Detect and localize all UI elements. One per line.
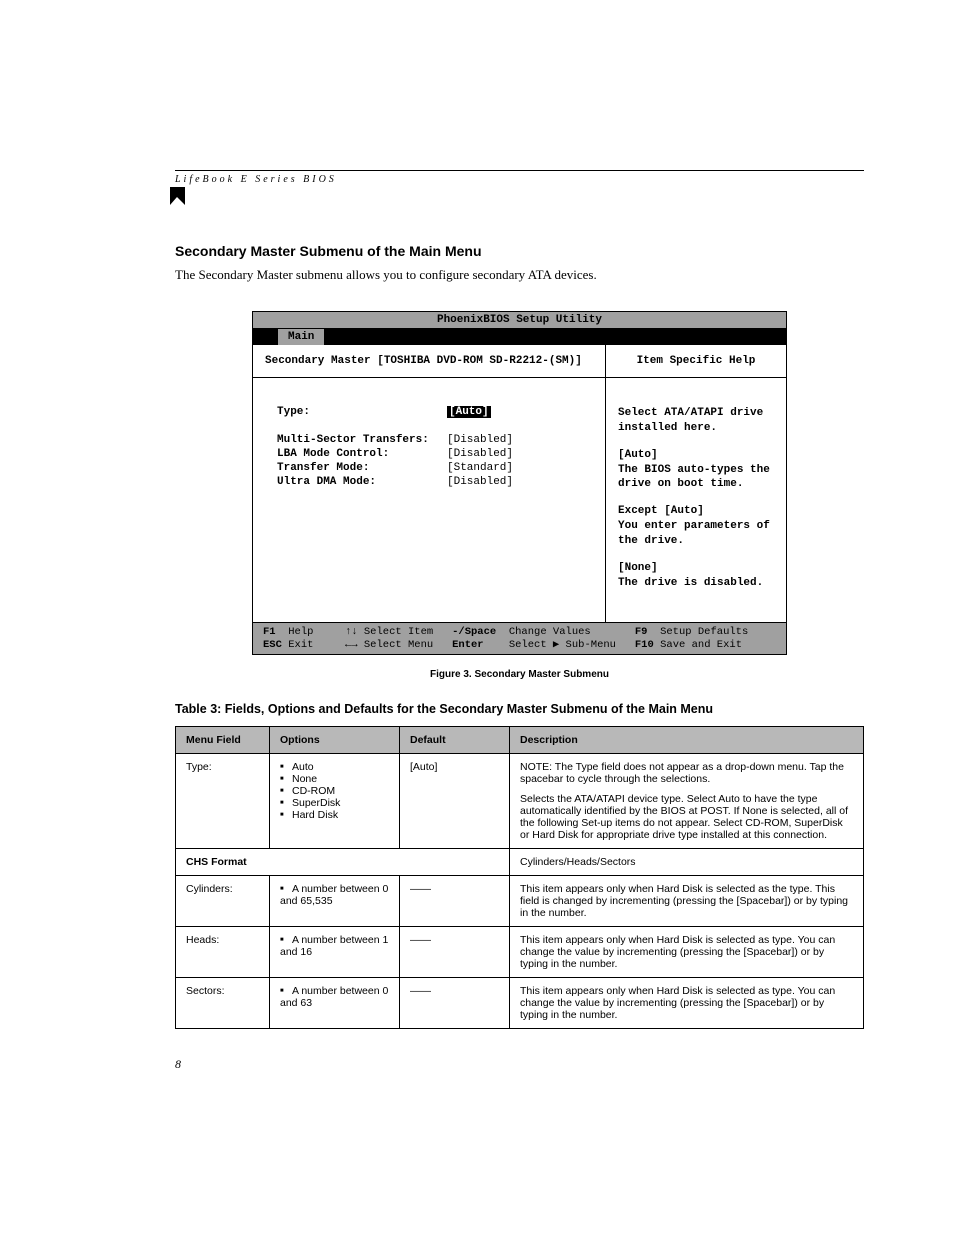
bios-tab-bar: Main: [253, 329, 786, 345]
table-row: Sectors: A number between 0 and 63 —— Th…: [176, 978, 864, 1029]
cell-description: This item appears only when Hard Disk is…: [510, 876, 864, 927]
th-options: Options: [270, 727, 400, 754]
table-title: Table 3: Fields, Options and Defaults fo…: [175, 702, 864, 716]
cell-field: Type:: [176, 754, 270, 849]
cell-chs-desc: Cylinders/Heads/Sectors: [510, 849, 864, 876]
page: LifeBook E Series BIOS Secondary Master …: [0, 0, 954, 1132]
th-description: Description: [510, 727, 864, 754]
table-header-row: Menu Field Options Default Description: [176, 727, 864, 754]
bios-tab-main[interactable]: Main: [277, 329, 325, 345]
running-head: LifeBook E Series BIOS: [175, 174, 864, 185]
figure-caption: Figure 3. Secondary Master Submenu: [175, 669, 864, 680]
table-row: Cylinders: A number between 0 and 65,535…: [176, 876, 864, 927]
bios-field-transfer-label: Transfer Mode:: [277, 462, 447, 474]
bios-left-panel: Secondary Master [TOSHIBA DVD-ROM SD-R22…: [253, 345, 606, 622]
bios-field-multi-value[interactable]: [Disabled]: [447, 434, 513, 446]
bios-field-ultra-value[interactable]: [Disabled]: [447, 476, 513, 488]
bios-help-panel: Item Specific Help Select ATA/ATAPI driv…: [606, 345, 786, 622]
th-default: Default: [400, 727, 510, 754]
bios-help-p4: [None]The drive is disabled.: [618, 561, 774, 591]
page-number: 8: [175, 1057, 864, 1072]
bios-field-lba-value[interactable]: [Disabled]: [447, 448, 513, 460]
section-title: Secondary Master Submenu of the Main Men…: [175, 243, 864, 259]
table-row: Type: Auto None CD-ROM SuperDisk Hard Di…: [176, 754, 864, 849]
cell-default: ——: [400, 978, 510, 1029]
bios-screenshot: PhoenixBIOS Setup Utility Main Secondary…: [252, 311, 787, 655]
bios-subhead-left: Secondary Master [TOSHIBA DVD-ROM SD-R22…: [253, 345, 605, 378]
bios-help-p1: Select ATA/ATAPI drive installed here.: [618, 406, 774, 436]
cell-options: A number between 1 and 16: [270, 927, 400, 978]
cell-description: This item appears only when Hard Disk is…: [510, 978, 864, 1029]
bios-field-type-label: Type:: [277, 406, 447, 418]
cell-chs-label: CHS Format: [176, 849, 510, 876]
cell-options: Auto None CD-ROM SuperDisk Hard Disk: [270, 754, 400, 849]
cell-description: NOTE: The Type field does not appear as …: [510, 754, 864, 849]
bios-field-lba-label: LBA Mode Control:: [277, 448, 447, 460]
table-row-section: CHS Format Cylinders/Heads/Sectors: [176, 849, 864, 876]
bios-field-type-value[interactable]: [Auto]: [447, 406, 491, 418]
bios-field-multi-label: Multi-Sector Transfers:: [277, 434, 447, 446]
bios-help-p2: [Auto]The BIOS auto-types the drive on b…: [618, 448, 774, 493]
bios-footer: F1 Help ↑↓ Select Item -/Space Change Va…: [253, 622, 786, 654]
arrow-marker-icon: [175, 193, 864, 213]
header-rule: [175, 170, 864, 171]
th-menu-field: Menu Field: [176, 727, 270, 754]
bios-subhead-right: Item Specific Help: [606, 345, 786, 378]
cell-description: This item appears only when Hard Disk is…: [510, 927, 864, 978]
cell-default: ——: [400, 876, 510, 927]
cell-options: A number between 0 and 65,535: [270, 876, 400, 927]
bios-field-ultra-label: Ultra DMA Mode:: [277, 476, 447, 488]
bios-help-p3: Except [Auto]You enter parameters of the…: [618, 504, 774, 549]
cell-options: A number between 0 and 63: [270, 978, 400, 1029]
intro-text: The Secondary Master submenu allows you …: [175, 267, 864, 283]
cell-default: [Auto]: [400, 754, 510, 849]
cell-field: Sectors:: [176, 978, 270, 1029]
bios-utility-title: PhoenixBIOS Setup Utility: [253, 312, 786, 329]
cell-default: ——: [400, 927, 510, 978]
cell-field: Heads:: [176, 927, 270, 978]
bios-field-transfer-value[interactable]: [Standard]: [447, 462, 513, 474]
cell-field: Cylinders:: [176, 876, 270, 927]
table-row: Heads: A number between 1 and 16 —— This…: [176, 927, 864, 978]
fields-table: Menu Field Options Default Description T…: [175, 726, 864, 1029]
